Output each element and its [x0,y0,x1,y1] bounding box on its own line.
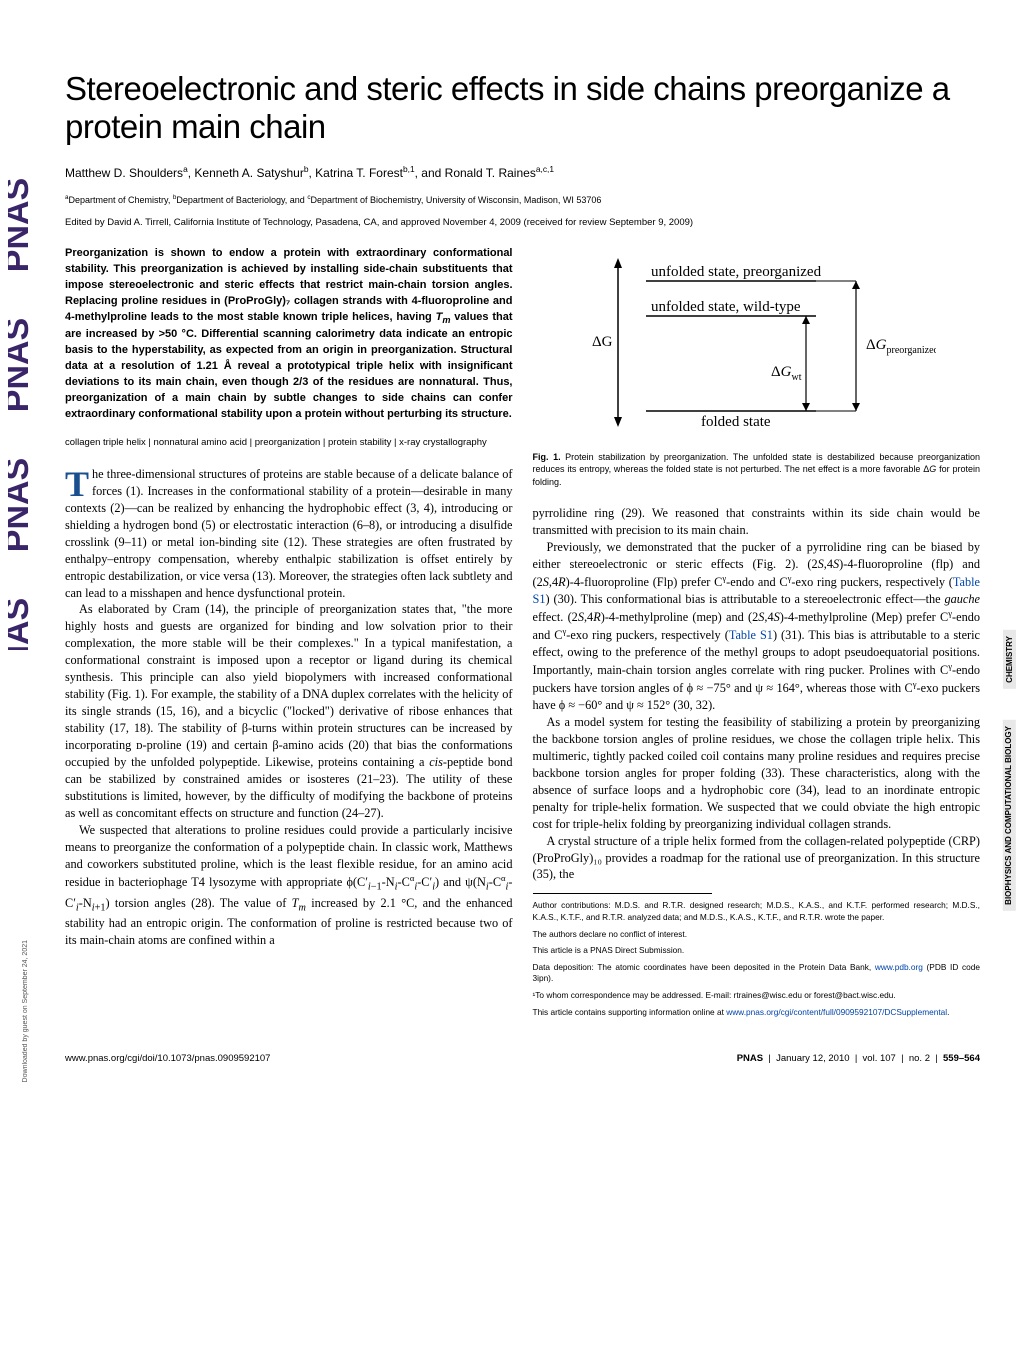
svg-text:ΔGwt: ΔGwt [771,364,802,383]
abstract: Preorganization is shown to endow a prot… [65,246,513,423]
para5: Previously, we demonstrated that the puc… [533,539,981,714]
fig1-unfolded-wt: unfolded state, wild-type [651,299,801,315]
dropcap: T [65,466,92,500]
fig1-unfolded-pre: unfolded state, preorganized [651,264,822,280]
body-text-left: The three-dimensional structures of prot… [65,466,513,949]
footer-citation: PNAS | January 12, 2010 | vol. 107 | no.… [737,1053,980,1064]
figure-1: ΔG unfolded state, preorganized unfolded… [533,246,981,441]
footnote-rule [533,893,712,894]
page-footer: www.pnas.org/cgi/doi/10.1073/pnas.090959… [65,1053,980,1094]
para7: A crystal structure of a triple helix fo… [533,833,981,884]
keywords: collagen triple helix | nonnatural amino… [65,437,513,448]
authors: Matthew D. Shouldersa, Kenneth A. Satysh… [65,164,980,180]
para1: he three-dimensional structures of prote… [65,467,513,600]
affiliations: aDepartment of Chemistry, bDepartment of… [65,194,980,205]
fig1-folded: folded state [701,414,771,430]
fn-direct: This article is a PNAS Direct Submission… [533,945,981,957]
body-text-right: pyrrolidine ring (29). We reasoned that … [533,505,981,884]
pnas-logo: PNAS [8,110,48,650]
svg-text:ΔGpreorganized: ΔGpreorganized [866,337,936,356]
article-title: Stereoelectronic and steric effects in s… [65,70,980,146]
fig1-dG-label: ΔG [592,334,613,350]
fn-supporting-info: This article contains supporting informa… [533,1007,981,1019]
edited-by: Edited by David A. Tirrell, California I… [65,217,980,228]
side-label-biophysics: BIOPHYSICS AND COMPUTATIONAL BIOLOGY [1003,720,1016,911]
fn-conflict: The authors declare no conflict of inter… [533,929,981,941]
download-note: Downloaded by guest on September 24, 202… [22,940,29,1082]
para2: As elaborated by Cram (14), the principl… [65,601,513,822]
para4: pyrrolidine ring (29). We reasoned that … [533,505,981,539]
footnotes: Author contributions: M.D.S. and R.T.R. … [533,900,981,1018]
side-label-chemistry: CHEMISTRY [1003,630,1016,689]
footer-doi: www.pnas.org/cgi/doi/10.1073/pnas.090959… [65,1053,270,1064]
fn-data-deposition: Data deposition: The atomic coordinates … [533,962,981,985]
fn-correspondence: ¹To whom correspondence may be addressed… [533,990,981,1002]
figure-1-caption: Fig. 1. Protein stabilization by preorga… [533,451,981,489]
para3: We suspected that alterations to proline… [65,822,513,949]
para6: As a model system for testing the feasib… [533,714,981,833]
fn-contributions: Author contributions: M.D.S. and R.T.R. … [533,900,981,923]
